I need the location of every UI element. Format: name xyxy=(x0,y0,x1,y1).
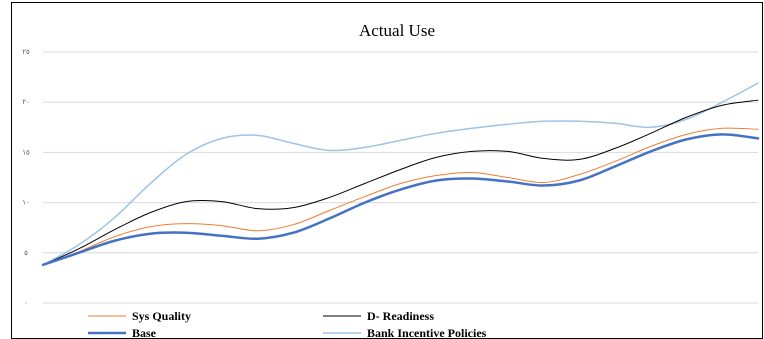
legend-label-base: Base xyxy=(132,326,157,339)
gridlines xyxy=(43,51,758,304)
series-line-sys-quality xyxy=(42,127,759,266)
y-tick-label: ١٠ xyxy=(22,199,30,207)
y-tick-label: ١٥ xyxy=(22,148,30,156)
legend-label-bank-incentive-policies: Bank Incentive Policies xyxy=(367,326,487,339)
series-line-bank-incentive-policies xyxy=(42,82,759,266)
y-tick-label: ٢٥ xyxy=(22,48,30,56)
chart-frame xyxy=(11,2,763,339)
chart-title: Actual Use xyxy=(359,21,435,40)
y-tick-label: ٠ xyxy=(24,299,28,307)
legend: Sys Quality D- Readiness Base Bank Incentiv… xyxy=(88,309,487,339)
legend-label-sys-quality: Sys Quality xyxy=(132,309,191,323)
series-line-d-readiness xyxy=(42,99,759,266)
y-tick-label: ٥ xyxy=(24,249,28,257)
y-axis-ticks: ٢٥ ٢٠ ١٥ ١٠ ٥ ٠ xyxy=(22,48,30,307)
legend-label-d-readiness: D- Readiness xyxy=(367,309,434,323)
y-tick-label: ٢٠ xyxy=(22,98,30,106)
series-lines xyxy=(41,82,760,267)
series-line-base xyxy=(41,133,760,267)
